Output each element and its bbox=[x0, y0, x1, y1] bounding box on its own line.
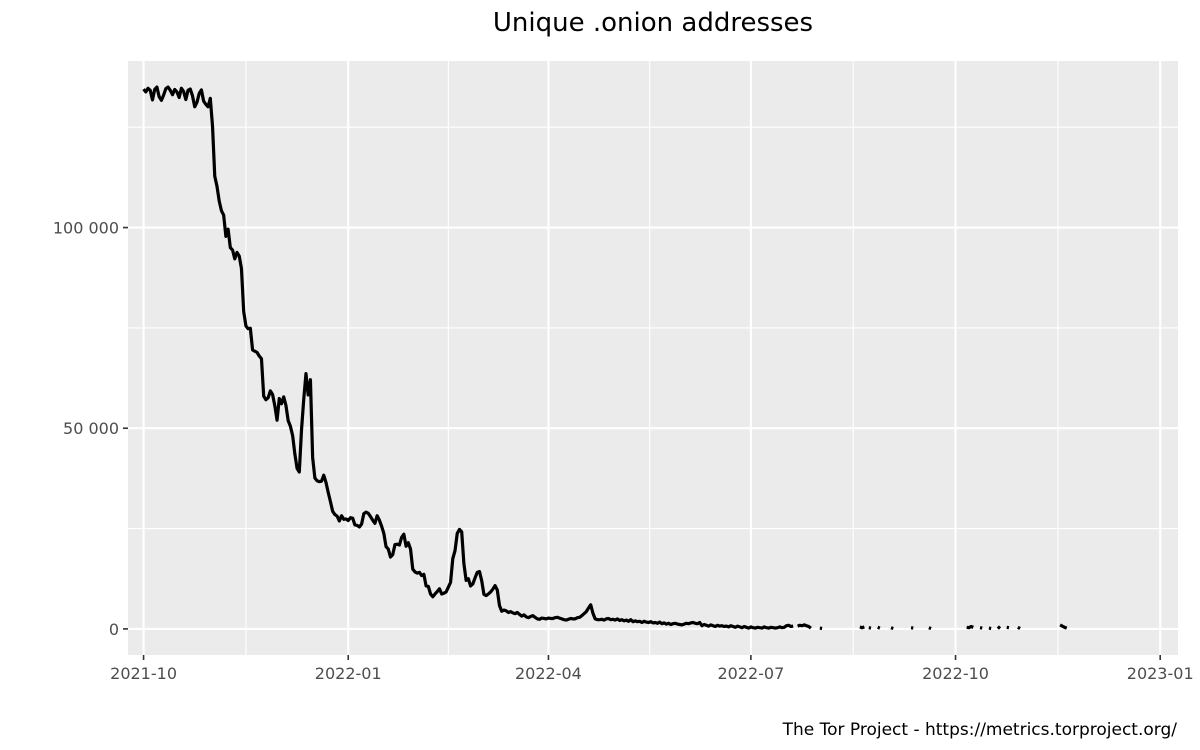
x-tick-label: 2023-01 bbox=[1127, 664, 1194, 683]
series-line-segment bbox=[1059, 623, 1068, 630]
chart-caption: The Tor Project - https://metrics.torpro… bbox=[782, 720, 1178, 740]
x-tick-label: 2022-01 bbox=[315, 664, 382, 683]
x-tick-label: 2022-10 bbox=[922, 664, 989, 683]
series-line-segment bbox=[890, 626, 894, 631]
plot-panel bbox=[128, 61, 1178, 655]
series-line-segment bbox=[859, 625, 865, 630]
y-tick-label: 50 000 bbox=[63, 419, 119, 438]
x-tick-label: 2022-07 bbox=[717, 664, 784, 683]
series-line-segment bbox=[797, 623, 812, 630]
minor-gridlines bbox=[128, 61, 1178, 655]
series-line-segment bbox=[928, 626, 932, 631]
series-line-segment bbox=[877, 625, 881, 630]
y-tick-label: 100 000 bbox=[53, 219, 119, 238]
major-gridlines bbox=[128, 61, 1178, 655]
series-line-segment bbox=[1017, 625, 1021, 630]
series-line-segment bbox=[966, 624, 974, 630]
x-axis: 2021-10 2022-01 2022-04 2022-07 2022-10 2023-… bbox=[110, 655, 1194, 683]
y-axis: 0 50 000 100 000 bbox=[53, 219, 128, 639]
x-tick-label: 2022-04 bbox=[515, 664, 582, 683]
y-tick-label: 0 bbox=[109, 620, 119, 639]
series-line-segment bbox=[996, 625, 1002, 630]
x-tick-label: 2021-10 bbox=[110, 664, 177, 683]
series-line bbox=[142, 85, 1068, 631]
chart-title: Unique .onion addresses bbox=[493, 8, 813, 38]
series-line-segment bbox=[142, 85, 794, 630]
